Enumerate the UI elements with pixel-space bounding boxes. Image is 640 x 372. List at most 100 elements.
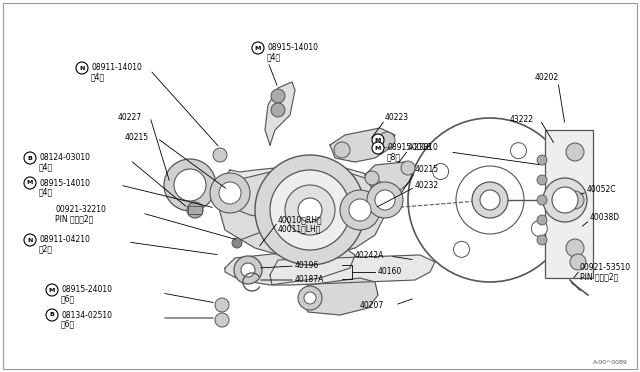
Text: 08915-14010: 08915-14010 [39,179,90,187]
Circle shape [187,202,203,218]
Circle shape [511,142,527,158]
Circle shape [537,155,547,165]
Circle shape [304,292,316,304]
Circle shape [537,195,547,205]
Text: M: M [49,288,55,292]
Circle shape [24,152,36,164]
Text: 40202: 40202 [535,74,559,83]
Circle shape [46,284,58,296]
Text: PIN ピン（2）: PIN ピン（2） [580,273,618,282]
Circle shape [298,286,322,310]
Circle shape [215,313,229,327]
Text: N: N [79,65,84,71]
Circle shape [210,173,250,213]
Circle shape [543,178,587,222]
Circle shape [537,235,547,245]
Circle shape [298,198,322,222]
Polygon shape [218,168,385,258]
Text: 40038D: 40038D [590,214,620,222]
Circle shape [401,161,415,175]
Text: 40215: 40215 [125,134,149,142]
Text: M: M [375,138,381,142]
Text: （4）: （4） [267,52,281,61]
Polygon shape [225,248,355,285]
Text: （8）: （8） [387,153,401,161]
Circle shape [24,234,36,246]
Polygon shape [365,162,415,195]
Text: 08915-23810: 08915-23810 [387,144,438,153]
Circle shape [215,298,229,312]
Text: 08915-24010: 08915-24010 [61,285,112,295]
Text: 08124-03010: 08124-03010 [39,154,90,163]
Text: 40018: 40018 [408,144,432,153]
Polygon shape [300,278,378,315]
Text: 40215: 40215 [415,166,439,174]
Text: B: B [28,155,33,160]
Circle shape [252,42,264,54]
Circle shape [379,132,395,148]
Text: 08134-02510: 08134-02510 [61,311,112,320]
Polygon shape [220,165,385,220]
Text: 00921-32210: 00921-32210 [55,205,106,215]
Polygon shape [270,255,435,285]
Circle shape [271,89,285,103]
Circle shape [340,190,380,230]
Text: 43222: 43222 [510,115,534,125]
Circle shape [537,215,547,225]
Circle shape [164,159,216,211]
Circle shape [174,169,206,201]
Circle shape [76,62,88,74]
Circle shape [46,309,58,321]
Text: 40196: 40196 [295,260,319,269]
Text: M: M [255,45,261,51]
Circle shape [270,170,350,250]
Text: A·00^0089: A·00^0089 [593,359,628,365]
Text: （4）: （4） [39,163,53,171]
Circle shape [367,182,403,218]
Circle shape [433,164,449,180]
Circle shape [24,177,36,189]
Text: M: M [27,180,33,186]
Circle shape [334,142,350,158]
Circle shape [372,142,384,154]
Text: 40011（LH）: 40011（LH） [278,224,321,234]
Text: 40227: 40227 [118,112,142,122]
Text: 40223: 40223 [385,113,409,122]
Circle shape [531,221,547,237]
Text: 40052C: 40052C [587,186,616,195]
Text: M: M [375,145,381,151]
Circle shape [566,239,584,257]
Text: 40010（RH）: 40010（RH） [278,215,323,224]
Text: B: B [49,312,54,317]
Circle shape [552,187,578,213]
Circle shape [232,238,242,248]
Text: （4）: （4） [91,73,105,81]
Text: 08911-14010: 08911-14010 [91,64,142,73]
Polygon shape [330,128,395,162]
Circle shape [372,134,384,146]
Text: 08915-14010: 08915-14010 [267,44,318,52]
Circle shape [219,182,241,204]
Text: （6）: （6） [61,320,75,328]
Bar [188,206,202,214]
Text: （2）: （2） [39,244,53,253]
Circle shape [255,155,365,265]
Bar [545,130,593,278]
Circle shape [349,199,371,221]
Circle shape [241,263,255,277]
Circle shape [570,254,586,270]
Circle shape [472,182,508,218]
Text: N: N [28,237,33,243]
Circle shape [537,175,547,185]
Text: 08911-04210: 08911-04210 [39,235,90,244]
Circle shape [375,190,395,210]
Circle shape [271,103,285,117]
Polygon shape [265,82,295,145]
Text: 00921-53510: 00921-53510 [580,263,631,273]
Text: 40242A: 40242A [355,250,385,260]
Circle shape [566,143,584,161]
Circle shape [234,256,262,284]
Circle shape [480,190,500,210]
Text: （4）: （4） [39,187,53,196]
Text: 40207: 40207 [360,301,384,310]
